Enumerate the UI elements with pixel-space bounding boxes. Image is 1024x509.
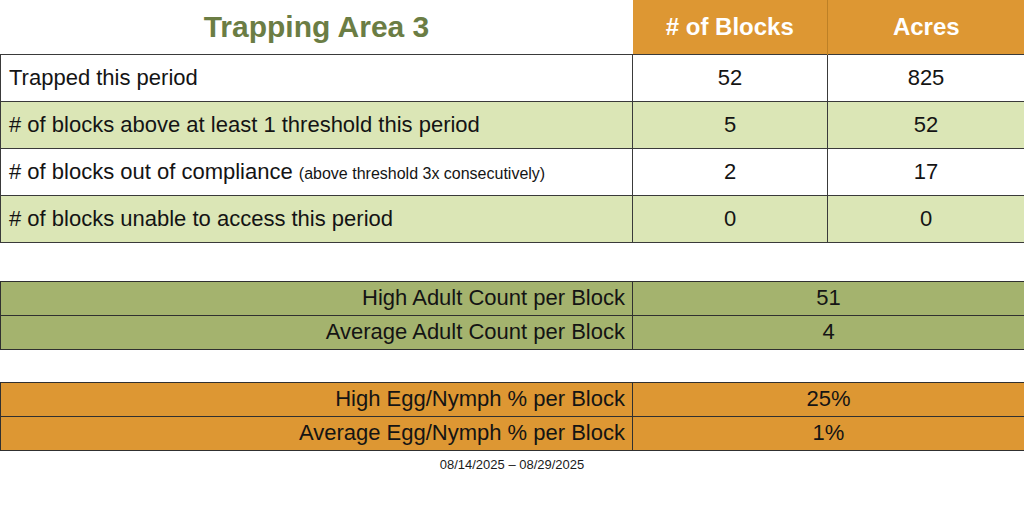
- row-label: Trapped this period: [1, 54, 633, 101]
- row-label: # of blocks out of compliance (above thr…: [1, 148, 633, 195]
- row-label: High Adult Count per Block: [1, 281, 633, 315]
- acres-value: 17: [828, 148, 1024, 195]
- row-value: 4: [633, 315, 1024, 349]
- blocks-value: 0: [633, 195, 828, 242]
- table-row-high-adult-count: High Adult Count per Block 51: [1, 281, 1024, 315]
- egg-nymph-table: High Egg/Nymph % per Block 25% Average E…: [0, 382, 1024, 451]
- header-row: Trapping Area 3 # of Blocks Acres: [1, 0, 1024, 54]
- blocks-value: 52: [633, 54, 828, 101]
- table-row-average-adult-count: Average Adult Count per Block 4: [1, 315, 1024, 349]
- report-date-range: 08/14/2025 – 08/29/2025: [0, 457, 1024, 472]
- acres-value: 825: [828, 54, 1024, 101]
- page-title: Trapping Area 3: [1, 0, 633, 54]
- table-row-high-egg-nymph: High Egg/Nymph % per Block 25%: [1, 382, 1024, 416]
- table-row-unable-to-access: # of blocks unable to access this period…: [1, 195, 1024, 242]
- row-label-text: # of blocks unable to access this period: [9, 206, 393, 231]
- acres-value: 0: [828, 195, 1024, 242]
- row-label-text: # of blocks out of compliance: [9, 159, 293, 184]
- row-value: 1%: [633, 416, 1024, 450]
- row-label: High Egg/Nymph % per Block: [1, 382, 633, 416]
- table-row-above-threshold: # of blocks above at least 1 threshold t…: [1, 101, 1024, 148]
- adult-count-table: High Adult Count per Block 51 Average Ad…: [0, 281, 1024, 350]
- row-label: Average Adult Count per Block: [1, 315, 633, 349]
- row-label: # of blocks unable to access this period: [1, 195, 633, 242]
- row-value: 25%: [633, 382, 1024, 416]
- blocks-value: 2: [633, 148, 828, 195]
- row-value: 51: [633, 281, 1024, 315]
- report-page: Trapping Area 3 # of Blocks Acres Trappe…: [0, 0, 1024, 509]
- blocks-value: 5: [633, 101, 828, 148]
- trapping-summary-table: Trapping Area 3 # of Blocks Acres Trappe…: [0, 0, 1024, 243]
- row-label-note: (above threshold 3x consecutively): [299, 165, 545, 182]
- table-row-average-egg-nymph: Average Egg/Nymph % per Block 1%: [1, 416, 1024, 450]
- table-row-trapped: Trapped this period 52 825: [1, 54, 1024, 101]
- row-label-text: # of blocks above at least 1 threshold t…: [9, 112, 480, 137]
- row-label-text: Trapped this period: [9, 65, 198, 90]
- table-row-out-of-compliance: # of blocks out of compliance (above thr…: [1, 148, 1024, 195]
- column-header-acres: Acres: [828, 0, 1024, 54]
- acres-value: 52: [828, 101, 1024, 148]
- row-label: Average Egg/Nymph % per Block: [1, 416, 633, 450]
- row-label: # of blocks above at least 1 threshold t…: [1, 101, 633, 148]
- column-header-blocks: # of Blocks: [633, 0, 828, 54]
